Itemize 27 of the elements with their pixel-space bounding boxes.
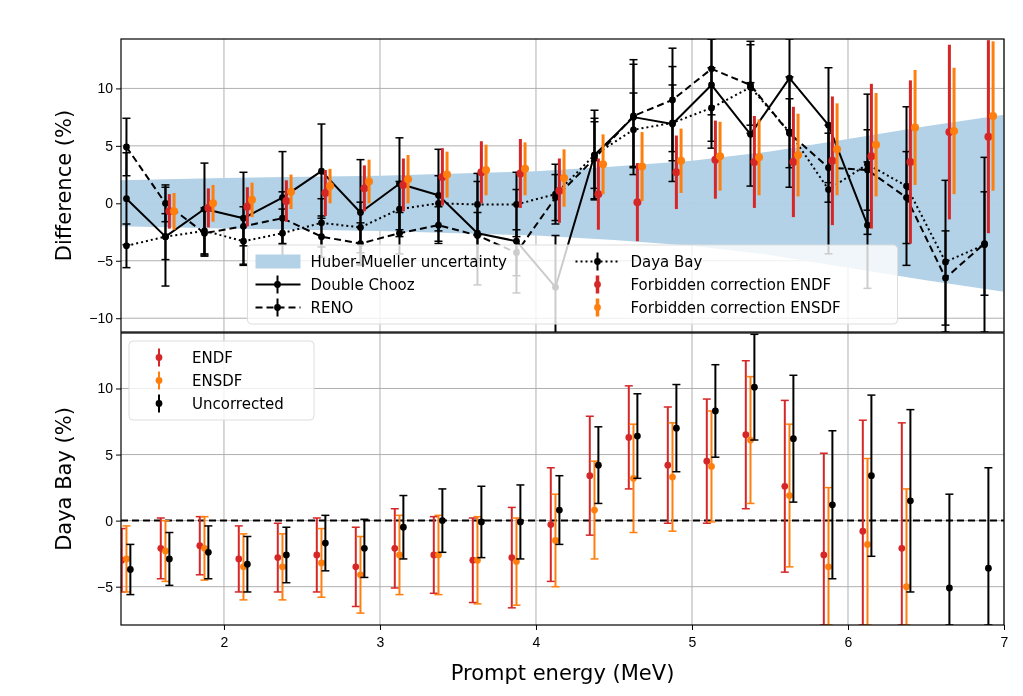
legend-label: ENDF	[192, 348, 233, 367]
x-tick-label: 5	[688, 634, 697, 650]
y-tick-label: 10	[97, 80, 114, 97]
y-tick-label: 0	[105, 512, 114, 529]
y-axis-title: Difference (%)	[52, 109, 76, 262]
x-tick-label: 4	[532, 634, 541, 650]
x-tick-label: 7	[1000, 634, 1009, 650]
legend-label: Uncorrected	[192, 394, 284, 413]
legend-label: Double Chooz	[310, 275, 415, 294]
y-tick-label: 5	[105, 446, 114, 463]
legend-label: Huber-Mueller uncertainty	[310, 252, 508, 271]
legend-label: Forbidden correction ENDF	[630, 275, 832, 294]
y-tick-label: 5	[105, 137, 114, 154]
x-tick-label: 6	[844, 634, 853, 650]
legend-label: Forbidden correction ENSDF	[630, 298, 841, 317]
x-tick-label: 2	[220, 634, 229, 650]
y-tick-label: −5	[97, 578, 114, 595]
y-tick-label: −5	[97, 252, 114, 269]
x-tick-label: 3	[376, 634, 385, 650]
y-tick-label: 0	[105, 195, 114, 212]
y-tick-label: 10	[97, 380, 114, 397]
legend-label: RENO	[310, 298, 354, 317]
legend-label: ENSDF	[192, 371, 243, 390]
y-tick-label: −10	[89, 310, 114, 327]
x-axis-title: Prompt energy (MeV)	[450, 661, 675, 685]
legend-label: Daya Bay	[630, 252, 703, 271]
y-axis-title: Daya Bay (%)	[52, 407, 76, 551]
